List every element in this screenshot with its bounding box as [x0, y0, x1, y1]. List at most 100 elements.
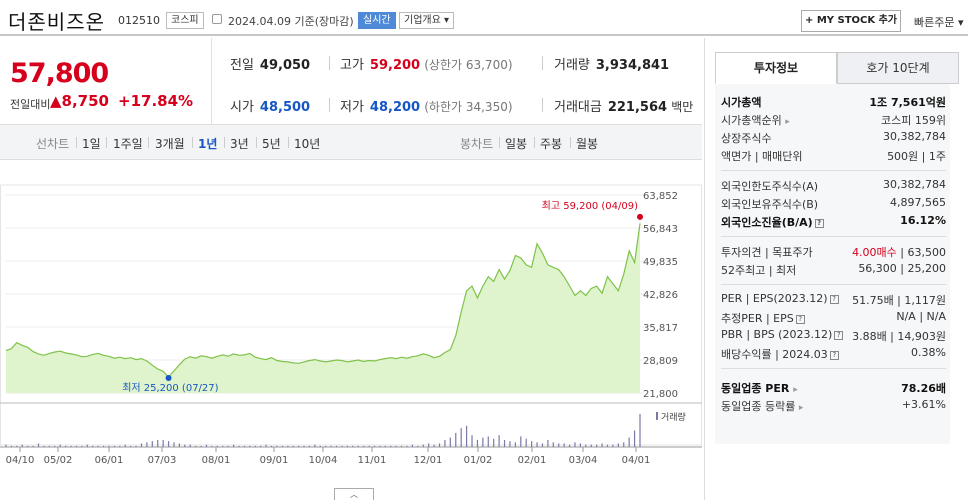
volume-bar [335, 445, 338, 447]
volume-bar [130, 445, 132, 447]
y-tick-label: 63,852 [643, 191, 678, 202]
volume-bar [238, 445, 240, 447]
volume-bar [92, 445, 94, 447]
clock-icon [212, 14, 222, 24]
volume-bar [390, 445, 392, 447]
volume-bar [65, 445, 67, 447]
row-foreign-holding: 외국인보유주식수(B) 4,897,565 [721, 196, 946, 211]
volume-bar [363, 445, 365, 447]
volume-bar [330, 445, 332, 447]
volume-bar [633, 430, 636, 447]
row-market-cap-rank[interactable]: 시가총액순위 ▸ 코스피 159위 [721, 114, 946, 127]
volume-bar [162, 439, 164, 447]
volume-bar [438, 443, 441, 447]
candle-monthly[interactable]: 월봉 [576, 137, 599, 151]
candle-daily[interactable]: 일봉 [505, 137, 528, 151]
x-tick-label: 01/02 [464, 455, 493, 466]
volume-bar [54, 445, 56, 447]
x-tick-label: 05/02 [44, 455, 73, 466]
volume-bar [195, 445, 197, 447]
volume-bar [21, 444, 23, 447]
volume-bar [303, 445, 305, 447]
row-listed-shares: 상장주식수 30,382,784 [721, 130, 946, 145]
volume-bar [498, 435, 500, 447]
low-annotation: 최저 25,200 (07/27) [122, 382, 218, 394]
volume-bar [308, 445, 311, 447]
volume-bar [325, 445, 327, 447]
low-marker [165, 374, 172, 381]
x-tick-label: 03/04 [569, 455, 598, 466]
volume-bar [211, 445, 213, 447]
tab-orderbook-10[interactable]: 호가 10단계 [837, 52, 959, 84]
stat-amount: 거래대금 221,564 백만 [554, 100, 694, 115]
period-1y[interactable]: 1년 [198, 137, 218, 151]
period-1w[interactable]: 1주일 [113, 137, 143, 151]
info-icon[interactable]: ? [834, 330, 844, 340]
reference-date: 2024.04.09 기준(장마감) [228, 15, 354, 28]
info-icon[interactable]: ? [829, 294, 839, 304]
row-est-per: 추정PER | EPS? N/A | N/A [721, 310, 946, 325]
info-icon[interactable]: ? [829, 350, 839, 360]
add-mystock-button[interactable]: + MY STOCK 추가 [801, 10, 901, 32]
volume-bar [249, 445, 251, 447]
info-icon[interactable]: ? [814, 218, 824, 228]
realtime-button[interactable]: 실시간 [358, 12, 396, 29]
volume-bar [102, 445, 105, 447]
period-10y[interactable]: 10년 [294, 137, 321, 151]
y-tick-label: 35,817 [643, 323, 678, 334]
stock-code: 012510 [118, 14, 160, 27]
volume-bar [579, 443, 581, 447]
volume-bar [140, 443, 143, 447]
volume-bar [520, 436, 522, 447]
row-sector-change[interactable]: 동일업종 등락률 ▸ +3.61% [721, 398, 946, 413]
period-5y[interactable]: 5년 [262, 137, 281, 151]
volume-bar [200, 445, 202, 447]
tab-investment-info[interactable]: 투자정보 [715, 52, 837, 84]
stat-prev: 전일 49,050 [230, 58, 311, 73]
candle-weekly[interactable]: 주봉 [540, 137, 563, 151]
volume-bar [178, 443, 181, 447]
volume-bar [455, 432, 457, 447]
volume-bar [81, 445, 83, 447]
volume-bar [384, 445, 386, 447]
company-overview-dropdown[interactable]: 기업개요 ▾ [399, 12, 454, 29]
x-tick-label: 04/01 [622, 455, 651, 466]
info-icon[interactable]: ? [795, 314, 805, 324]
x-tick-label: 02/01 [518, 455, 547, 466]
volume-bar [48, 445, 50, 447]
volume-bar [628, 437, 630, 447]
period-3m[interactable]: 3개월 [155, 137, 185, 151]
volume-bar [281, 445, 283, 447]
volume-bar [167, 441, 170, 447]
volume-legend-label: 거래량 [661, 411, 686, 423]
investment-info-table: 시가총액 1조 7,561억원 시가총액순위 ▸ 코스피 159위 상장주식수 30… [715, 84, 950, 444]
volume-bar [476, 439, 479, 447]
volume-bar [465, 425, 468, 447]
volume-bar [59, 444, 61, 447]
price-line [5, 223, 641, 378]
period-1d[interactable]: 1일 [82, 137, 101, 151]
stock-header: 더존비즈온 012510 코스피 2024.04.09 기준(장마감) 실시간 … [0, 0, 968, 36]
collapse-chart-button[interactable]: ︿ [334, 488, 374, 500]
price-chart[interactable]: 63,852 56,843 49,835 42,826 35,817 28,809 21,8… [0, 160, 702, 500]
volume-bar [10, 445, 13, 447]
volume-bar [254, 445, 256, 447]
volume-bar [32, 445, 34, 447]
volume-bar [260, 445, 262, 447]
quick-order-dropdown[interactable]: 빠른주문 ▾ [914, 16, 964, 29]
period-3y[interactable]: 3년 [230, 137, 249, 151]
stat-low: 저가 48,200 (하한가 34,350) [340, 100, 513, 115]
line-chart-label: 선차트 [36, 137, 70, 151]
volume-bar [70, 445, 72, 447]
volume-bar [37, 443, 40, 447]
volume-bar [184, 444, 186, 447]
volume-bar [5, 444, 7, 447]
candle-chart-label: 봉차트 [460, 137, 494, 151]
row-foreign-ratio: 외국인소진율(B/A)? 16.12% [721, 214, 946, 229]
volume-bar [146, 442, 148, 447]
volume-bar [298, 445, 300, 447]
price-summary: 57,800 전일대비 ▲8,750 +17.84% [0, 38, 212, 124]
volume-bar [563, 443, 565, 447]
row-sector-per[interactable]: 동일업종 PER ▸ 78.26배 [721, 382, 946, 395]
volume-bar [400, 445, 403, 447]
